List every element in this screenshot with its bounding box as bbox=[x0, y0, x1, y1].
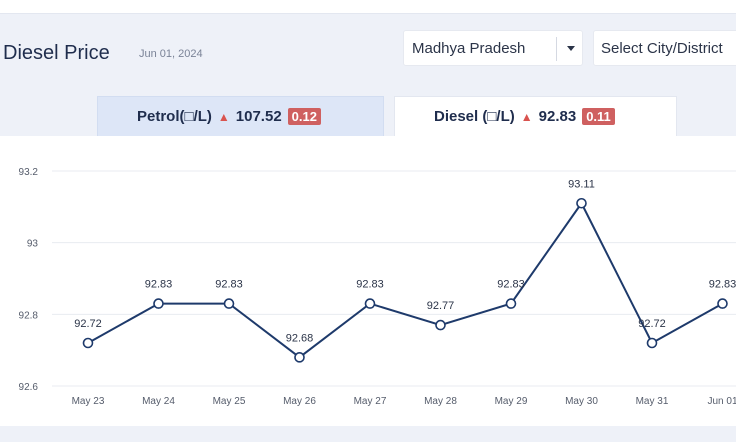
data-point bbox=[364, 298, 376, 309]
data-label: 93.11 bbox=[568, 178, 595, 190]
data-point bbox=[153, 298, 164, 309]
top-strip bbox=[0, 0, 736, 14]
series-line bbox=[87, 201, 723, 359]
tab-diesel-label: Diesel (□/L) bbox=[434, 108, 515, 125]
y-tick-label: 93 bbox=[27, 239, 39, 250]
data-label: 92.83 bbox=[145, 279, 173, 291]
x-tick-label: May 26 bbox=[283, 396, 316, 407]
chevron-down-icon bbox=[567, 46, 575, 51]
y-tick-label: 93.2 bbox=[19, 167, 39, 178]
data-point bbox=[223, 298, 235, 309]
tab-diesel[interactable]: Diesel (□/L) ▲ 92.83 0.11 bbox=[394, 96, 677, 136]
data-label: 92.77 bbox=[427, 300, 455, 312]
data-point bbox=[82, 337, 94, 349]
city-select[interactable]: Select City/District bbox=[593, 30, 736, 66]
x-tick-label: May 31 bbox=[636, 396, 669, 407]
data-label: 92.83 bbox=[215, 279, 243, 291]
tab-petrol[interactable]: Petrol(□/L) ▲ 107.52 0.12 bbox=[97, 96, 384, 136]
x-tick-label: May 28 bbox=[424, 396, 457, 407]
data-point bbox=[646, 337, 658, 349]
x-tick-label: May 25 bbox=[213, 396, 246, 407]
state-select-value: Madhya Pradesh bbox=[412, 40, 526, 57]
x-tick-label: May 23 bbox=[72, 396, 105, 407]
data-point bbox=[435, 319, 446, 331]
price-line-chart: 92.6 92.8 93 93.2 May 23 May 24 May 25 May 26 Ma… bbox=[19, 167, 736, 407]
data-point bbox=[294, 352, 305, 363]
data-point bbox=[505, 298, 517, 309]
state-select[interactable]: Madhya Pradesh bbox=[403, 30, 583, 66]
data-label: 92.68 bbox=[286, 332, 314, 344]
x-tick-label: Jun 01 bbox=[707, 396, 736, 407]
x-tick-label: May 24 bbox=[142, 396, 175, 407]
x-tick-label: May 30 bbox=[565, 396, 598, 407]
city-select-placeholder: Select City/District bbox=[601, 40, 723, 57]
price-date: Jun 01, 2024 bbox=[139, 48, 203, 60]
data-point bbox=[576, 197, 587, 209]
tab-petrol-label: Petrol(□/L) bbox=[137, 108, 212, 125]
data-label: 92.83 bbox=[497, 279, 525, 291]
up-arrow-icon: ▲ bbox=[217, 109, 230, 124]
tab-diesel-change-badge: 0.11 bbox=[582, 108, 615, 125]
chart-area: 92.6 92.8 93 93.2 May 23 May 24 May 25 May 26 Ma… bbox=[0, 136, 736, 426]
page-title: Diesel Price bbox=[3, 42, 110, 64]
tab-petrol-change-badge: 0.12 bbox=[287, 108, 321, 125]
x-tick-label: May 27 bbox=[354, 396, 387, 407]
tab-petrol-price: 107.52 bbox=[235, 108, 282, 125]
data-label: 92.83 bbox=[356, 279, 384, 291]
up-arrow-icon: ▲ bbox=[520, 109, 533, 124]
data-label: 92.83 bbox=[709, 279, 736, 291]
y-tick-label: 92.6 bbox=[19, 382, 39, 393]
data-label: 92.72 bbox=[638, 318, 666, 330]
select-divider bbox=[556, 37, 557, 61]
y-tick-label: 92.8 bbox=[19, 310, 39, 321]
data-label: 92.72 bbox=[74, 318, 102, 330]
x-tick-label: May 29 bbox=[495, 396, 528, 407]
data-point bbox=[717, 298, 728, 309]
tab-diesel-price: 92.83 bbox=[538, 108, 577, 125]
